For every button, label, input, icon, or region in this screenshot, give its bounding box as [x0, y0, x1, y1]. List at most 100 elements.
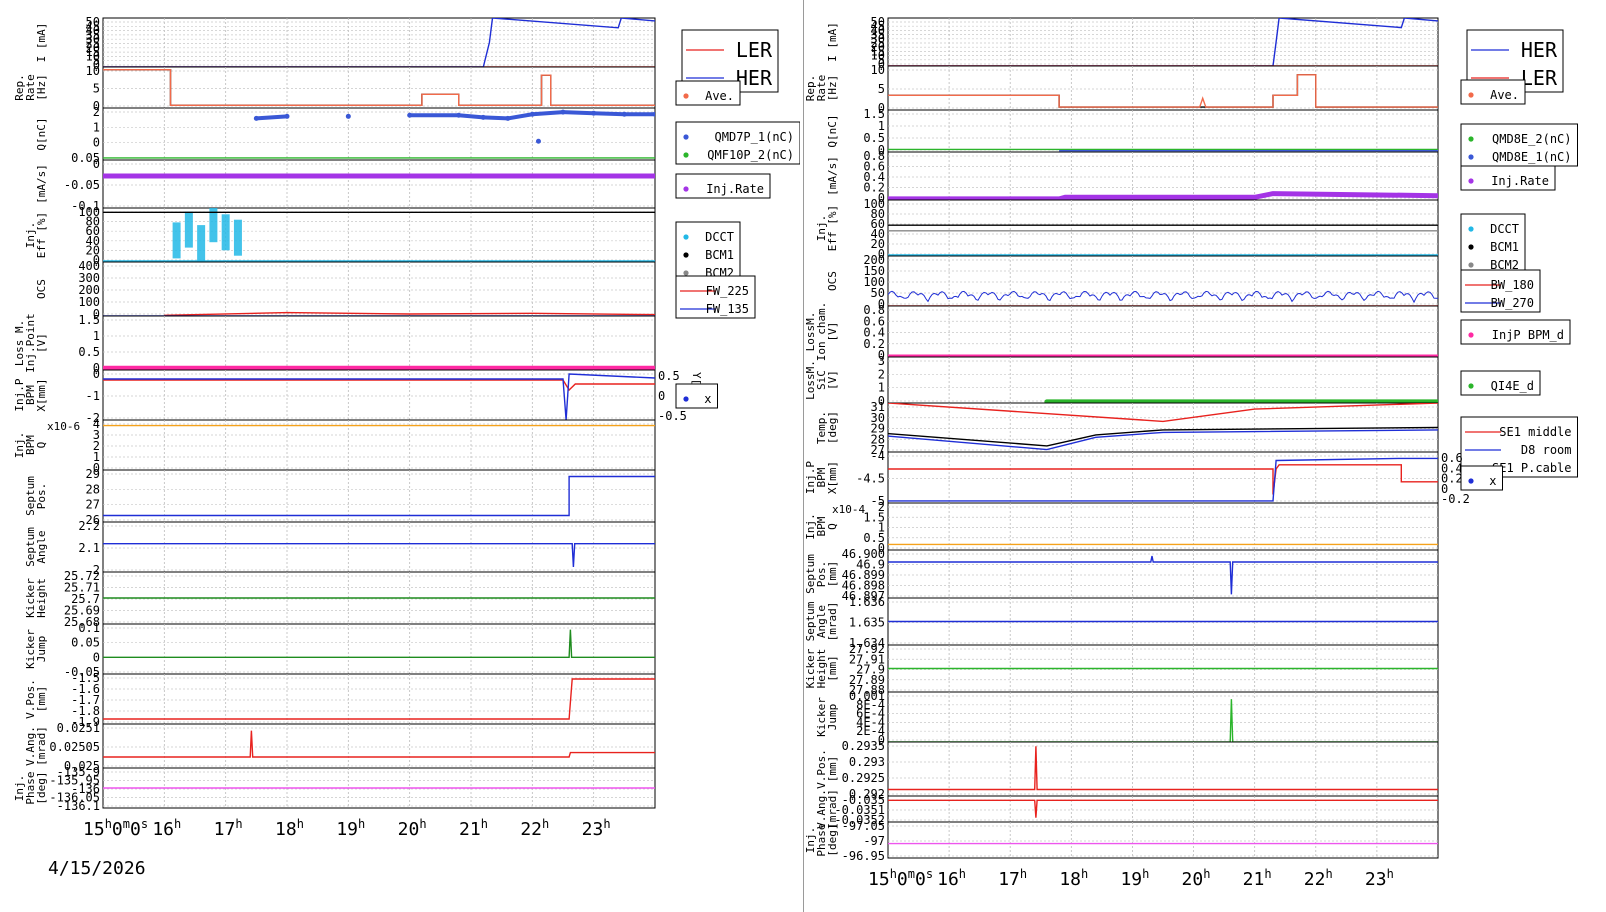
legend-swatch-QMD8E_2(nC)	[1468, 136, 1474, 142]
panel-15: 0.0251 0.02505 0.025 V.Ang.[mrad]	[24, 721, 656, 773]
y-tick-label: 50	[86, 15, 100, 29]
y-tick-label: 0.5	[863, 531, 885, 545]
y-right-tick-label: -0.2	[1441, 492, 1470, 506]
legend-swatch-BCM1	[1468, 244, 1474, 250]
y-tick-label: 10	[871, 63, 885, 77]
y-tick-label: 27.91	[849, 652, 885, 666]
y-axis-label: Height	[35, 578, 48, 618]
legend-box: x	[1460, 465, 1503, 491]
y-axis-label: [deg]	[35, 771, 48, 804]
y-axis-label: [deg]	[826, 411, 839, 444]
panel-frame	[887, 402, 1439, 453]
y-axis-label: [mA/s]	[35, 164, 48, 204]
legend-box: Ave.	[1460, 79, 1526, 105]
y-tick-label: 4	[93, 417, 100, 431]
y-tick-label: 0	[878, 57, 885, 71]
x-axis: 15h0m0s 16h 17h 18h 19h 20h 21h 22h 23h	[868, 867, 1394, 890]
y-tick-label: 0	[878, 101, 885, 115]
legend-box: Inj.Rate	[675, 173, 771, 199]
y-tick-label: 5	[93, 82, 100, 96]
panel-frame	[887, 356, 1439, 404]
legend-label-HER: HER	[1521, 38, 1558, 62]
y-tick-label: 1	[878, 521, 885, 535]
y-tick-label: 46.900	[842, 547, 885, 561]
y-axis-label: Inj.	[24, 222, 37, 249]
panel-4: 0.80.60.40.20 [mA/s]	[826, 149, 1439, 205]
legend-label-LER: LER	[736, 38, 773, 62]
series-group	[103, 629, 655, 658]
y-tick-label: 0.05	[71, 636, 100, 650]
legend-swatch-Inj.Rate	[683, 186, 689, 192]
y-axis-label: Inj.	[806, 513, 817, 540]
series-group	[103, 475, 655, 517]
y-tick-label: 0.5	[863, 131, 885, 145]
series-line-Ave.	[103, 69, 655, 106]
y-tick-label: 8E-4	[856, 698, 885, 712]
x-tick-label: 19h	[1120, 867, 1149, 890]
series-group	[888, 746, 1438, 791]
panel-16: -135.9-135.95-136-136.05-136.1 Inj.Phase[…	[13, 765, 656, 813]
series-line-rate	[888, 74, 1438, 108]
y-tick-label: 0	[93, 307, 100, 321]
series-dots-QMD7P_1(nC)	[593, 111, 625, 117]
legend-label-FW_135: FW_135	[706, 302, 749, 316]
series-line-HER	[103, 18, 655, 67]
y-tick-label: 20	[871, 40, 885, 54]
x-tick-label: 18h	[1059, 867, 1088, 890]
y-axis-label: Septum	[24, 527, 37, 567]
y-tick-label: 1.636	[849, 595, 885, 609]
y-tick-label: -135.95	[49, 774, 100, 788]
series-group	[888, 457, 1438, 502]
x-tick-label: 15h0m0s	[868, 867, 933, 890]
y-axis-label: [mm]	[826, 655, 839, 682]
y-exponent-label: x10-4	[832, 503, 865, 516]
y-tick-label: 2	[878, 367, 885, 381]
y-tick-label: 40	[871, 227, 885, 241]
panel-17: -0.035-0.0351-0.0352 V.Ang.[mrad]	[815, 789, 1439, 829]
x-tick-label: 23h	[1365, 867, 1394, 890]
panel-frame	[102, 369, 656, 421]
legend-swatch-DCCT	[1468, 226, 1474, 232]
y-tick-label: 1.635	[849, 616, 885, 630]
y-tick-label: -136.05	[49, 791, 100, 805]
panel-frame	[102, 261, 656, 317]
y-tick-label: 27	[86, 498, 100, 512]
y-tick-label: 45	[871, 19, 885, 33]
series-point-QMD7P_1(nC)	[529, 111, 535, 117]
y-tick-label: 20	[86, 243, 100, 257]
series-point-QMD7P_1(nC)	[560, 109, 566, 115]
series-line-HER	[888, 18, 1438, 66]
y-axis-label: Rep.	[13, 74, 26, 101]
y-tick-label: 0.025	[64, 759, 100, 773]
y-axis-label: Phase	[815, 823, 828, 856]
legend-label-QMD8E_1(nC): QMD8E_1(nC)	[1492, 150, 1571, 164]
y-tick-label: 150	[863, 264, 885, 278]
y-axis-label: Rate	[815, 75, 828, 102]
legend-swatch-QMD7P_1(nC)	[683, 134, 689, 140]
y-axis-label: Inj.	[13, 432, 26, 459]
y-tick-label: 0.05	[71, 151, 100, 165]
series-scatter-DCCT	[172, 222, 181, 259]
y-tick-label: -136.1	[57, 799, 100, 813]
legend-label-Ave.: Ave.	[1490, 88, 1519, 102]
y-axis-label: SiC	[815, 370, 828, 390]
y-tick-label: 50	[871, 286, 885, 300]
y-tick-label: -97	[863, 834, 885, 848]
y-axis-label: Angle	[815, 605, 828, 638]
y-tick-label: 25.72	[64, 569, 100, 583]
y-tick-label: 25.69	[64, 604, 100, 618]
legend-box: QI4E_d	[1460, 370, 1541, 396]
panel-frame	[887, 821, 1439, 859]
y-tick-label: -0.05	[64, 665, 100, 679]
y-tick-label: -1.6	[71, 682, 100, 696]
y-axis-label: Height	[815, 649, 828, 689]
y-axis-label: [mm]	[826, 561, 839, 588]
y-tick-label: 15	[871, 44, 885, 58]
